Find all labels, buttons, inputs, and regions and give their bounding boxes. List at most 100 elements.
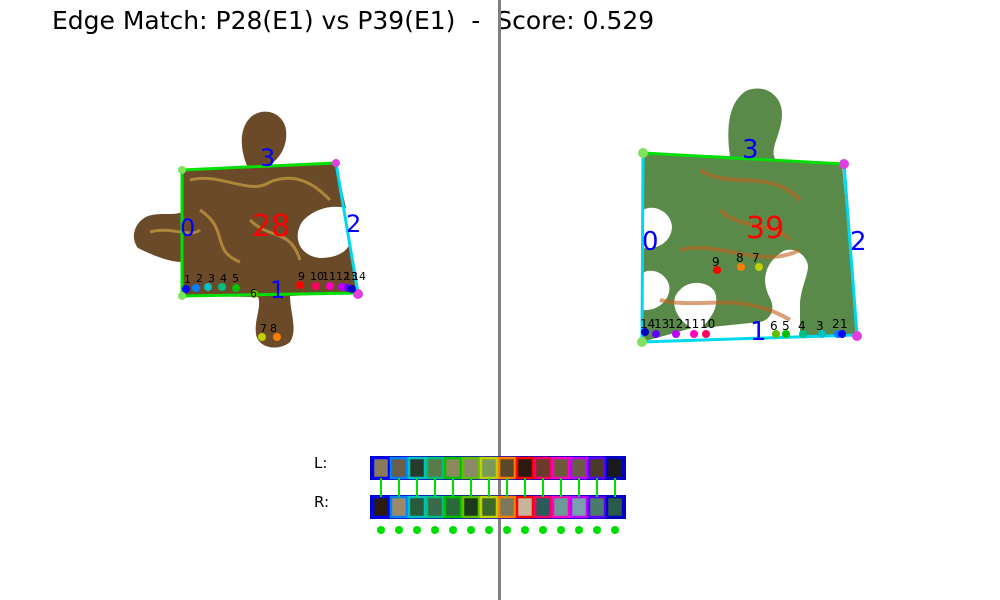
right-match-point-label: 3 (816, 319, 824, 333)
left-match-point (338, 283, 346, 291)
right-match-point (755, 263, 763, 271)
strip-right-cell (407, 495, 427, 519)
left-match-point-label: 8 (270, 322, 277, 335)
right-piece-image (642, 88, 858, 342)
left-match-point-label: 5 (232, 272, 239, 285)
strip-right-cell (551, 495, 571, 519)
left-match-point (192, 284, 200, 292)
left-match-point (232, 284, 240, 292)
strip-right-cell (515, 495, 535, 519)
right-edge-2 (842, 163, 859, 336)
right-edge-label-2: 2 (850, 227, 867, 257)
strip-match-dot (575, 526, 583, 534)
strip-match-dot (431, 526, 439, 534)
strip-left-cell (551, 456, 571, 480)
strip-left-cell (389, 456, 409, 480)
strip-right-cell (587, 495, 607, 519)
right-edge-label-1: 1 (750, 317, 767, 347)
left-match-point-label: 6 (250, 287, 257, 300)
left-corner (178, 292, 186, 300)
right-match-point (799, 330, 807, 338)
strip-match-dot (467, 526, 475, 534)
strip-right-cell (443, 495, 463, 519)
left-match-point (250, 290, 258, 298)
strip-cells (370, 456, 626, 534)
right-piece-texture (659, 168, 802, 322)
left-match-point (326, 282, 334, 290)
right-corner (852, 331, 862, 341)
left-match-point (182, 285, 190, 293)
left-match-point (218, 283, 226, 291)
right-corner (839, 159, 849, 169)
strip-right-cell (425, 495, 445, 519)
strip-left-cell (605, 456, 625, 480)
strip-left-cell (461, 456, 481, 480)
right-edge-0 (640, 152, 645, 343)
left-match-point (296, 281, 304, 289)
left-match-point-label: 12 (336, 270, 350, 283)
strip-left-cell (371, 456, 391, 480)
strip-match-dot (593, 526, 601, 534)
left-match-point-label: 11 (322, 270, 336, 283)
left-match-point-label: 7 (260, 322, 267, 335)
left-edge-label-1: 1 (270, 276, 285, 304)
strip-left-cell (515, 456, 535, 480)
left-match-point-label: 9 (298, 270, 305, 283)
left-edge-label-2: 2 (346, 210, 361, 238)
left-match-point-label: 4 (220, 272, 227, 285)
right-match-point-label: 8 (736, 251, 744, 265)
right-match-point-label: 11 (684, 317, 699, 331)
right-match-point (672, 330, 680, 338)
right-match-point (652, 330, 660, 338)
right-match-point (690, 330, 698, 338)
right-match-point-label: 5 (782, 319, 790, 333)
left-edge-3 (181, 161, 337, 172)
right-corner (638, 148, 648, 158)
right-match-point-label: 9 (712, 255, 720, 269)
strip-right-cell (389, 495, 409, 519)
strip-left-cell (407, 456, 427, 480)
strip-left-cell (425, 456, 445, 480)
right-match-point (772, 330, 780, 338)
match-title: Edge Match: P28(E1) vs P39(E1) - Score: … (52, 6, 655, 35)
right-match-point-label: 2 (832, 317, 840, 331)
left-match-point-label: 14 (352, 270, 366, 283)
left-match-point-label: 1 (184, 273, 191, 286)
strip-match-dot (395, 526, 403, 534)
center-divider (498, 0, 501, 600)
left-match-point-label: 10 (310, 270, 324, 283)
strip-left-cell (533, 456, 553, 480)
strip-match-dot (521, 526, 529, 534)
strip-left-cell (443, 456, 463, 480)
left-piece-id: 28 (252, 209, 290, 244)
right-match-point (838, 330, 846, 338)
right-match-point (782, 330, 790, 338)
right-match-point (737, 263, 745, 271)
strip-left-label: L: (314, 454, 327, 472)
strip-left-cell (497, 456, 517, 480)
right-match-point (702, 330, 710, 338)
strip-left-cell (587, 456, 607, 480)
strip-match-dot (413, 526, 421, 534)
strip-left-cell (479, 456, 499, 480)
left-edge-label-0: 0 (180, 214, 195, 242)
right-match-point-label: 6 (770, 319, 778, 333)
right-match-point-label: 1 (840, 317, 848, 331)
strip-right-cell (371, 495, 391, 519)
right-match-point (818, 330, 826, 338)
right-match-point (641, 328, 649, 336)
right-edge-3 (642, 151, 845, 166)
left-match-point (258, 333, 266, 341)
left-edge-2 (334, 162, 360, 294)
right-edge-label-0: 0 (642, 227, 659, 257)
strip-left-cell (569, 456, 589, 480)
strip-right-cell (533, 495, 553, 519)
strip-match-dot (611, 526, 619, 534)
right-match-point-label: 13 (654, 317, 669, 331)
left-corner (332, 159, 340, 167)
right-match-point-label: 4 (798, 319, 806, 333)
